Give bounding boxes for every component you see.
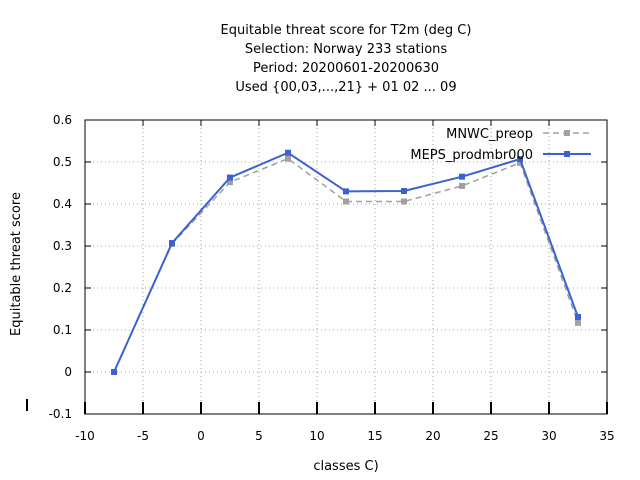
title-line-4: Used {00,03,...,21} + 01 02 ... 09 (235, 80, 456, 95)
x-tick-label: 20 (425, 429, 440, 443)
axis-marker (26, 399, 28, 411)
x-tick-label: -10 (75, 429, 95, 443)
y-tick-label: 0.3 (53, 239, 72, 253)
data-point (459, 173, 465, 180)
x-tick-label: 30 (541, 429, 556, 443)
y-axis-label: Equitable threat score (9, 192, 24, 336)
title-line-1: Equitable threat score for T2m (deg C) (221, 23, 472, 38)
data-point (343, 198, 349, 205)
legend-marker (564, 151, 570, 157)
legend: MNWC_preop MEPS_prodmbr000 (410, 127, 591, 163)
data-point (401, 187, 407, 194)
title-line-3: Period: 20200601-20200630 (253, 61, 439, 76)
legend-label: MNWC_preop (446, 127, 533, 142)
y-tick-label: 0.4 (53, 197, 72, 211)
plot-frame (84, 119, 608, 415)
legend-label: MEPS_prodmbr000 (410, 148, 533, 163)
data-point (227, 174, 233, 181)
series-lines (111, 149, 581, 375)
y-tick-label: 0.5 (53, 155, 72, 169)
data-point (575, 313, 581, 320)
data-point (575, 319, 581, 326)
data-point (285, 149, 291, 156)
data-point (401, 198, 407, 205)
data-point (169, 240, 175, 247)
data-point (343, 188, 349, 195)
data-point (227, 179, 233, 186)
data-point (459, 182, 465, 189)
data-point (517, 159, 523, 166)
y-tick-label: 0.2 (53, 281, 72, 295)
x-tick-label: -5 (137, 429, 149, 443)
x-tick-label: 0 (197, 429, 205, 443)
chart-title: Equitable threat score for T2m (deg C) S… (221, 23, 472, 95)
title-line-2: Selection: Norway 233 stations (245, 42, 448, 57)
grid (85, 120, 607, 414)
y-tick-label: -0.1 (49, 407, 72, 421)
x-axis-label: classes C) (313, 459, 378, 474)
data-point (285, 155, 291, 162)
legend-marker (564, 130, 570, 136)
x-tick-label: 5 (255, 429, 263, 443)
y-tick-label: 0 (64, 365, 72, 379)
series-line (113, 151, 579, 373)
y-axis-ticks: -0.1 0 0.1 0.2 0.3 0.4 0.5 0.6 (49, 113, 607, 421)
x-axis-ticks: -10 -5 0 5 10 15 20 25 30 35 (75, 120, 615, 443)
data-point (111, 369, 117, 375)
data-point (517, 156, 523, 163)
y-tick-label: 0.6 (53, 113, 72, 127)
x-tick-label: 25 (483, 429, 498, 443)
x-tick-label: 35 (599, 429, 614, 443)
y-tick-label: 0.1 (53, 323, 72, 337)
x-tick-label: 15 (367, 429, 382, 443)
x-tick-label: 10 (309, 429, 324, 443)
